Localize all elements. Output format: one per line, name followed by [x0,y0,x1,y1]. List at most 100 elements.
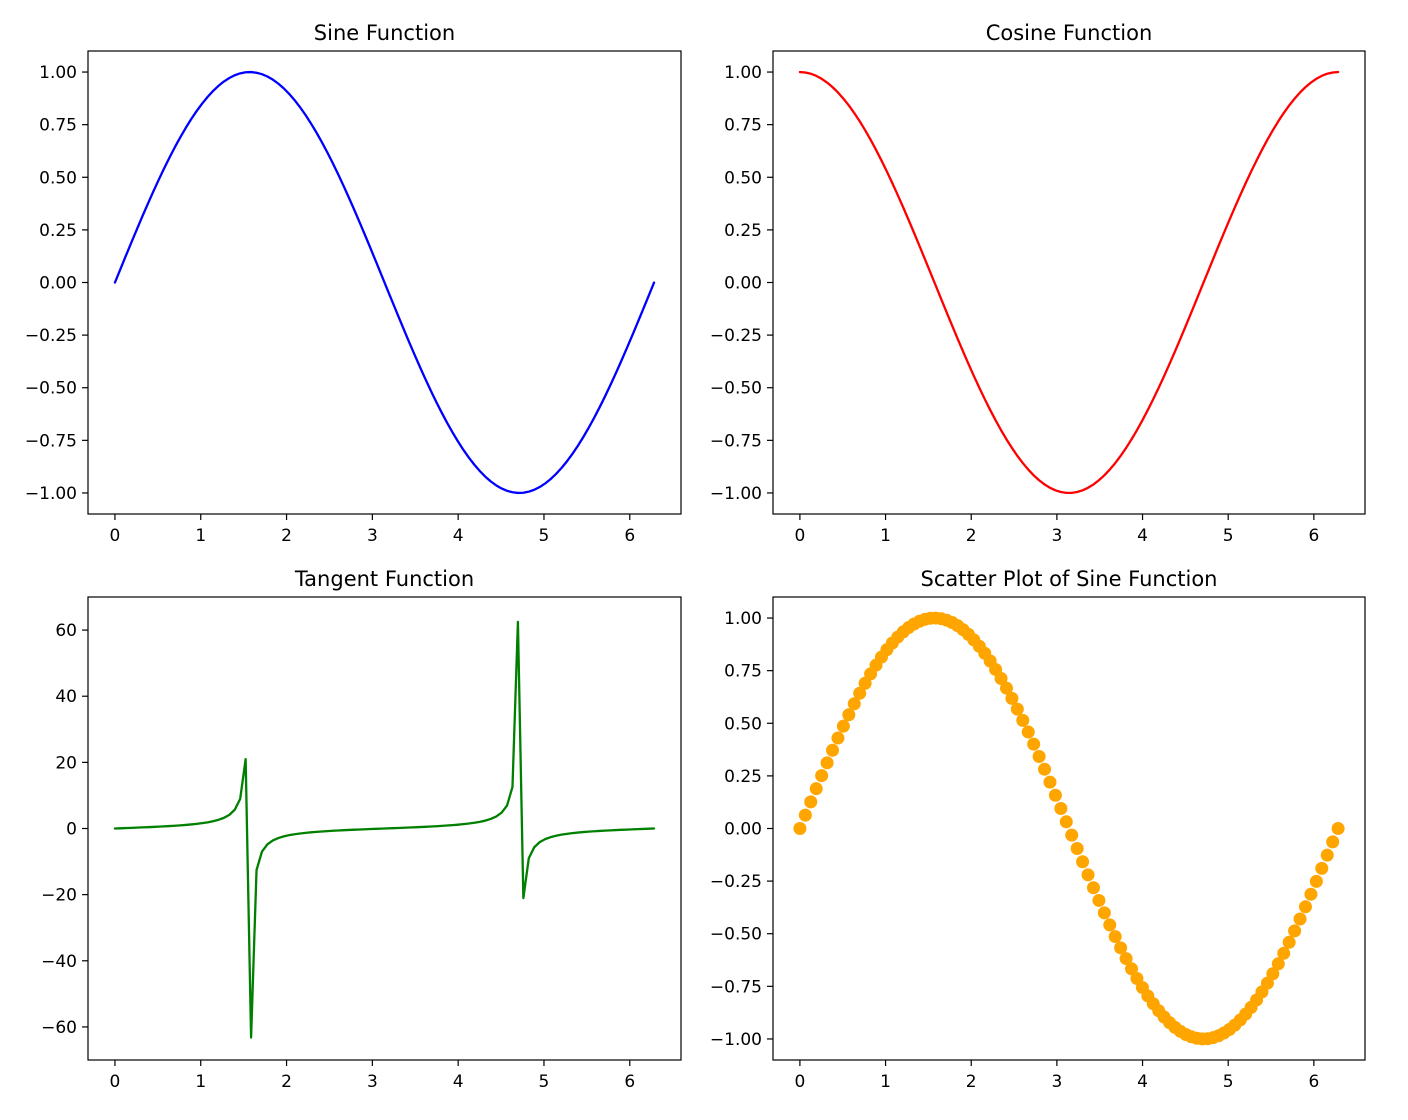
scatter-point-37 [994,672,1008,685]
x-tick-label: 4 [453,526,464,546]
scatter-point-88 [1271,957,1285,971]
scatter-point-95 [1309,874,1323,888]
scatter-point-45 [1038,762,1052,776]
x-tick-label: 3 [367,1072,378,1092]
scatter-point-49 [1059,815,1073,829]
x-tick-label: 5 [1223,1072,1234,1092]
x-tick-label: 3 [1051,526,1062,546]
series-line [113,620,656,1039]
scatter-point-7 [831,731,845,745]
scatter-point-89 [1277,946,1291,960]
y-tick-label: 0.25 [39,221,77,241]
x-tick-label: 1 [195,1072,206,1092]
subplot-3: Tangent Function 0 1 2 3 4 5 6 60 40 20 0 −20 −40 −60 [41,567,682,1092]
x-tick-label: 1 [195,526,206,546]
scatter-point-58 [1108,930,1122,944]
y-tick-label: −40 [41,952,77,972]
y-tick-label: −0.25 [710,872,762,892]
scatter-point-11 [853,686,867,700]
y-tick-label: 60 [55,621,77,641]
subplot-4: Scatter Plot of Sine Function 0 1 2 3 4 5 6 1.00… [710,567,1366,1092]
y-tick-label: −0.25 [25,326,77,346]
x-tick-label: 3 [1051,1072,1062,1092]
scatter-point-92 [1293,912,1307,926]
scatter-point-54 [1086,881,1100,895]
x-tick-label: 2 [966,526,977,546]
subplot-title: Sine Function [314,21,455,45]
subplots-container: Sine Function 0 1 2 3 4 5 6 1.00 0.75 0.50 0.25 0.00… [25,21,1366,1092]
x-tick-label: 6 [624,526,635,546]
scatter-point-3 [809,782,823,796]
series-line [798,70,1340,494]
scatter-point-60 [1119,952,1133,966]
y-tick-label: 1.00 [724,63,762,83]
data-series [793,611,1345,1046]
data-series [798,70,1340,494]
x-tick-label: 2 [966,1072,977,1092]
x-tick-label: 0 [110,1072,121,1092]
scatter-point-91 [1288,924,1302,938]
scatter-point-46 [1043,775,1057,789]
scatter-point-40 [1010,702,1024,716]
scatter-point-39 [1005,691,1019,705]
y-tick-label: −0.50 [710,379,762,399]
scatter-point-87 [1266,967,1280,981]
x-tick-label: 2 [281,526,292,546]
y-tick-label: −0.75 [710,977,762,997]
subplot-title: Cosine Function [986,21,1153,45]
x-tick-label: 6 [1308,526,1319,546]
scatter-point-0 [793,822,807,835]
scatter-point-6 [826,743,840,757]
scatter-point-8 [836,719,850,733]
x-tick-label: 5 [539,526,550,546]
subplot-title: Scatter Plot of Sine Function [920,567,1217,591]
scatter-point-4 [815,769,829,783]
scatter-point-93 [1298,900,1312,914]
x-tick-label: 4 [453,1072,464,1092]
x-tick-label: 2 [281,1072,292,1092]
scatter-point-43 [1027,737,1041,751]
y-tick-label: 0.75 [39,116,77,136]
y-tick-label: 0.25 [724,767,762,787]
scatter-point-5 [820,756,834,770]
x-tick-label: 6 [1308,1072,1319,1092]
y-tick-label: −1.00 [710,484,762,504]
y-tick-label: −0.75 [25,431,77,451]
scatter-point-90 [1282,935,1296,949]
y-tick-label: 1.00 [724,609,762,629]
scatter-point-56 [1097,906,1111,920]
scatter-point-1 [798,808,812,822]
x-tick-label: 0 [794,526,805,546]
data-series [113,620,656,1039]
scatter-point-42 [1021,725,1035,739]
scatter-point-10 [847,697,861,711]
series-line [113,70,656,495]
x-tick-label: 5 [1223,526,1234,546]
x-tick-label: 1 [880,526,891,546]
y-tick-label: −0.75 [710,431,762,451]
y-tick-label: 0.75 [724,662,762,682]
scatter-point-41 [1016,713,1030,727]
scatter-point-52 [1076,855,1090,869]
y-tick-label: 0.25 [724,221,762,241]
y-tick-label: 0 [66,820,77,840]
y-tick-label: −0.25 [710,326,762,346]
scatter-point-99 [1331,822,1345,836]
scatter-point-48 [1054,801,1068,815]
y-tick-label: −0.50 [25,379,77,399]
scatter-point-97 [1320,848,1334,862]
y-tick-label: −60 [41,1018,77,1038]
scatter-point-50 [1065,828,1079,842]
y-tick-label: 0.00 [39,274,77,294]
y-tick-label: −0.50 [710,925,762,945]
scatter-point-44 [1032,750,1046,763]
scatter-point-2 [804,795,818,809]
x-tick-label: 5 [539,1072,550,1092]
x-tick-label: 0 [110,526,121,546]
scatter-point-47 [1048,788,1062,802]
x-tick-label: 1 [880,1072,891,1092]
y-tick-label: −20 [41,886,77,906]
y-tick-label: 1.00 [39,63,77,83]
